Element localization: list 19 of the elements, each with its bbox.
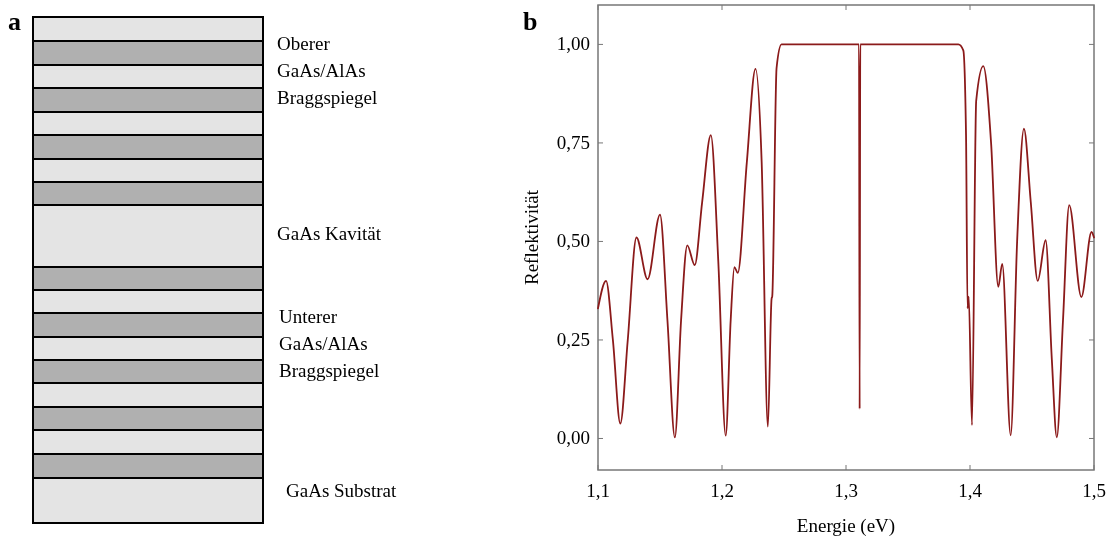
x-tick-label: 1,4 — [958, 480, 983, 501]
x-tick-label: 1,3 — [834, 480, 858, 501]
y-tick-label: 0,25 — [556, 328, 590, 350]
y-tick-label: 0,75 — [556, 131, 590, 153]
x-axis-title: Energie (eV) — [796, 515, 896, 537]
y-tick-label: 0,50 — [556, 230, 590, 252]
text: a — [8, 7, 21, 36]
line-series — [597, 43, 1095, 439]
x-tick-label: 1,5 — [1082, 480, 1106, 501]
text: Oberer GaAs/AlAs Braggspiegel — [277, 33, 378, 108]
chart-title: b — [523, 7, 538, 36]
text: Unterer GaAs/AlAs Braggspiegel — [279, 306, 380, 381]
x-tick-label: 1,1 — [586, 480, 610, 501]
y-tick-label: 1,00 — [556, 33, 590, 55]
x-tick-label: 1,2 — [710, 480, 734, 501]
y-tick-label: 0,00 — [556, 427, 590, 449]
text: GaAs Substrat — [286, 480, 398, 501]
text: GaAs Kavität — [277, 223, 382, 244]
y-axis-title: Reflektivität — [521, 189, 542, 285]
